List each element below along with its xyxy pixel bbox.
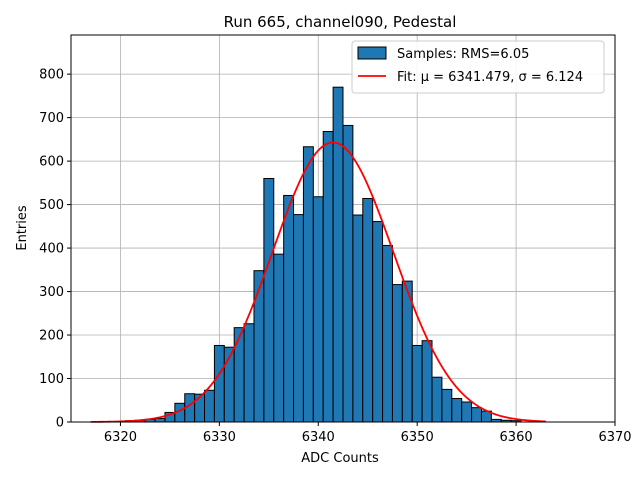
- histogram-bar: [421, 340, 433, 423]
- y-tick-label: 500: [39, 198, 64, 213]
- histogram-bar: [441, 388, 453, 423]
- y-tick-label: 600: [39, 155, 64, 170]
- gaussian-fit-line: [90, 141, 546, 423]
- legend-label-histogram: Samples: RMS=6.05: [397, 47, 529, 62]
- x-tick-label: 6370: [598, 430, 631, 445]
- histogram-bar: [283, 194, 295, 423]
- histogram-bar: [461, 401, 473, 423]
- y-tick-label: 200: [39, 329, 64, 344]
- histogram-bar: [382, 244, 393, 423]
- histogram-bar: [154, 418, 166, 423]
- x-axis-ticks: 6320 6330 6340 6350 6360 6370: [104, 422, 632, 445]
- chart-title: Run 665, channel090, Pedestal: [224, 13, 457, 31]
- legend-label-fit: Fit: μ = 6341.479, σ = 6.124: [397, 70, 583, 85]
- histogram-bar: [293, 214, 304, 423]
- histogram-bar: [401, 280, 413, 423]
- histogram-bar: [322, 131, 334, 423]
- y-tick-label: 700: [39, 111, 64, 126]
- histogram-bar: [411, 344, 423, 423]
- histogram-bar: [263, 177, 275, 423]
- histogram-bar: [391, 284, 403, 423]
- histogram-bar: [302, 146, 314, 423]
- histogram-bar: [243, 323, 255, 423]
- histogram-bar: [342, 124, 354, 423]
- x-tick-label: 6350: [401, 430, 434, 445]
- x-tick-label: 6320: [104, 430, 137, 445]
- x-tick-label: 6360: [500, 430, 533, 445]
- fit-curve-layer: [90, 141, 546, 423]
- y-tick-label: 100: [39, 372, 64, 387]
- legend-swatch-histogram: [357, 46, 387, 60]
- histogram-bar: [312, 196, 324, 423]
- plot-frame: [70, 34, 616, 423]
- histogram-bar: [273, 253, 285, 423]
- x-axis-label: ADC Counts: [301, 451, 379, 466]
- x-tick-label: 6340: [302, 430, 335, 445]
- y-axis-label: Entries: [15, 205, 30, 251]
- histogram-bar: [204, 389, 215, 423]
- y-tick-label: 300: [39, 285, 64, 300]
- histogram-bar: [372, 221, 384, 423]
- y-tick-label: 400: [39, 242, 64, 257]
- histogram-bar: [253, 270, 265, 423]
- legend-box: [351, 40, 605, 94]
- histogram-bar: [471, 407, 482, 423]
- histogram-bar: [213, 344, 225, 423]
- histogram-bar: [431, 376, 443, 423]
- y-axis-ticks: 0 100 200 300 400 500 600 700 800: [39, 68, 71, 431]
- x-tick-label: 6330: [203, 430, 236, 445]
- y-tick-label: 800: [39, 68, 64, 83]
- histogram-bar: [362, 197, 374, 423]
- histogram-bar: [451, 398, 463, 423]
- histogram-bar: [332, 86, 344, 423]
- y-tick-label: 0: [56, 416, 64, 431]
- legend: Samples: RMS=6.05 Fit: μ = 6341.479, σ =…: [351, 40, 605, 94]
- histogram-bar: [352, 214, 364, 423]
- histogram-bar: [233, 327, 245, 423]
- histogram-bars: [124, 86, 522, 423]
